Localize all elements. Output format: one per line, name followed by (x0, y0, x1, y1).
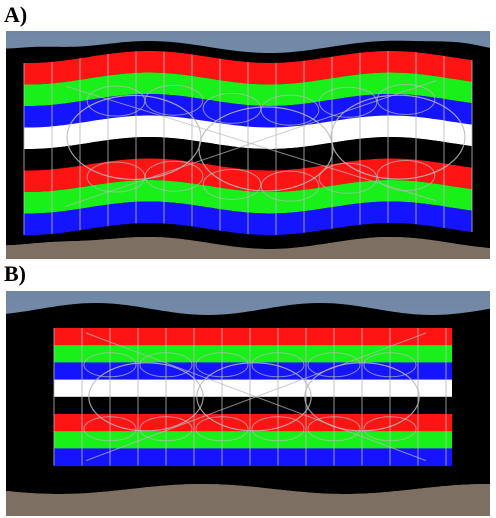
overlay-ellipse (363, 416, 417, 442)
overlay-ellipse (330, 94, 466, 180)
overlay-ellipse (376, 159, 436, 191)
ground-foreground (6, 484, 490, 516)
overlay-ellipse (139, 352, 193, 378)
panel-a-label: A) (4, 2, 28, 27)
overlay-ellipse (318, 86, 378, 118)
stripe-blue (54, 362, 452, 381)
overlay-ellipse (318, 162, 378, 194)
overlay-ellipse (144, 84, 204, 116)
overlay-ellipse (202, 168, 262, 200)
overlay-ellipse (88, 362, 204, 432)
overlay-ellipse (307, 416, 361, 442)
stripe-blue (54, 448, 452, 467)
overlay-ellipse (260, 94, 320, 126)
stripe-red (54, 328, 452, 346)
overlay-diagonal (65, 80, 437, 207)
overlay-ellipse (83, 352, 137, 378)
overlay-ellipse (202, 92, 262, 124)
overlay-ellipse (195, 416, 249, 442)
overlay-ellipse (376, 83, 436, 115)
overlay-ellipse (260, 170, 320, 202)
overlay-ellipse (83, 416, 137, 442)
overlay-ellipse (251, 352, 305, 378)
panel-b-label: B) (4, 261, 26, 286)
overlay-ellipse (144, 160, 204, 192)
stripe-black (54, 396, 452, 415)
overlay-diagonal (85, 332, 427, 462)
panel-a-curved-screen-image (6, 31, 490, 259)
stripe-green (54, 431, 452, 449)
stripe-white (54, 379, 452, 398)
overlay-ellipse (251, 416, 305, 442)
overlay-ellipse (195, 352, 249, 378)
overlay-ellipse (139, 416, 193, 442)
ground-foreground (6, 237, 490, 259)
stripe-green (54, 345, 452, 363)
overlay-ellipse (304, 362, 420, 432)
overlay-ellipse (363, 352, 417, 378)
overlay-ellipse (307, 352, 361, 378)
overlay-ellipse (196, 362, 312, 432)
panel-b-flat-screen-image (6, 291, 490, 516)
